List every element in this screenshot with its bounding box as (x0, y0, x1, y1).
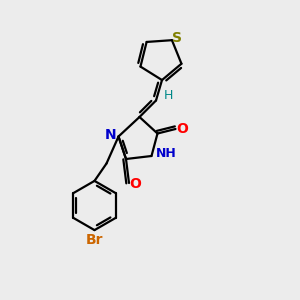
Text: O: O (176, 122, 188, 136)
Text: Br: Br (86, 233, 103, 247)
Text: H: H (164, 88, 173, 102)
Text: N: N (104, 128, 116, 142)
Text: S: S (172, 31, 182, 45)
Text: NH: NH (155, 147, 176, 160)
Text: O: O (130, 178, 142, 191)
